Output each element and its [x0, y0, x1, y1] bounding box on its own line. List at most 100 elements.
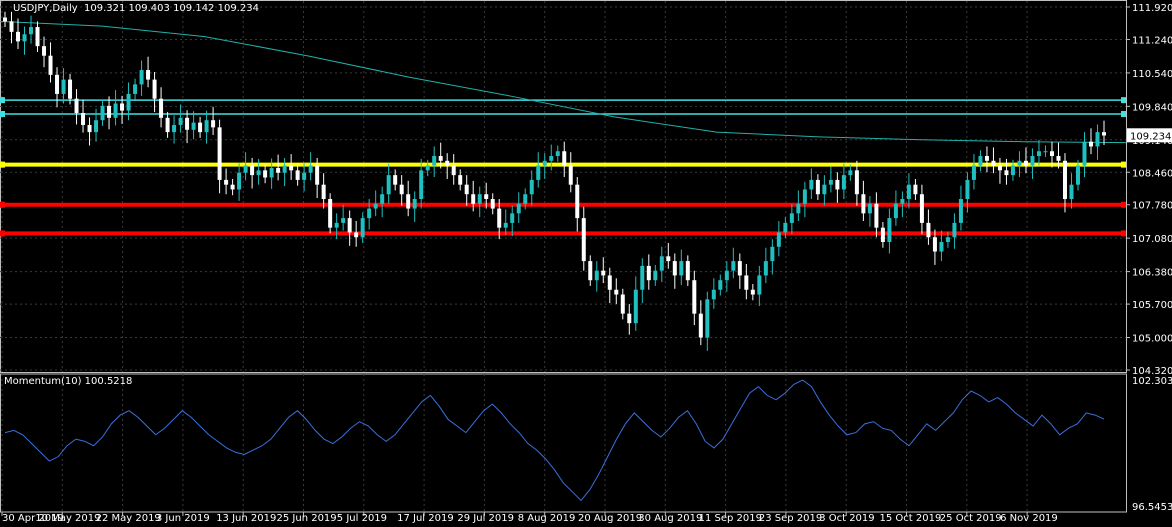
bull-candle — [542, 153, 547, 179]
bull-candle — [848, 164, 853, 181]
candle-body — [659, 256, 664, 271]
candle-body — [490, 199, 495, 209]
price-level-handle-left — [0, 97, 5, 104]
bear-candle — [919, 184, 924, 235]
candle-body — [880, 227, 885, 242]
candle-body — [211, 120, 216, 128]
candle-body — [731, 261, 736, 271]
bull-candle — [367, 199, 372, 230]
bull-candle — [796, 190, 801, 221]
bear-candle — [698, 300, 703, 346]
bull-candle — [978, 150, 983, 172]
candle-body — [991, 160, 996, 166]
bear-candle — [198, 116, 203, 138]
bull-candle — [659, 246, 664, 283]
candle-body — [581, 218, 586, 262]
bear-candle — [1062, 153, 1067, 213]
price-level-handle-right — [1121, 230, 1126, 237]
candle-body — [1023, 160, 1028, 166]
candle-body — [321, 184, 326, 200]
bull-candle — [360, 212, 365, 243]
bull-candle — [412, 191, 417, 222]
candle-body — [926, 222, 931, 238]
candle-body — [887, 218, 892, 242]
candle-body — [789, 213, 794, 223]
bull-candle — [100, 100, 105, 126]
candle-body — [256, 170, 261, 176]
candle-body — [965, 179, 970, 200]
candle-body — [640, 265, 645, 290]
candle-body — [815, 179, 820, 195]
bull-candle — [237, 163, 242, 201]
candle-body — [724, 270, 729, 281]
bear-candle — [575, 177, 580, 232]
candle-body — [679, 261, 684, 276]
candle-body — [692, 280, 697, 314]
bull-candle — [809, 168, 814, 200]
bear-candle — [120, 95, 125, 125]
candle-body — [113, 103, 118, 118]
bear-candle — [295, 164, 300, 186]
candle-body — [952, 222, 957, 238]
candle-body — [744, 275, 749, 290]
candle-body — [906, 184, 911, 200]
candle-body — [152, 79, 157, 99]
candle-body — [705, 299, 710, 338]
bull-candle — [1010, 159, 1015, 181]
candle-body — [672, 261, 677, 276]
candle-body — [770, 246, 775, 262]
x-tick-label: 8 Aug 2019 — [518, 513, 576, 524]
candle-body — [432, 156, 437, 166]
bull-candle — [718, 274, 723, 296]
candle-body — [74, 98, 79, 114]
momentum-path — [4, 379, 1105, 502]
bull-candle — [594, 261, 599, 292]
candle-body — [22, 34, 27, 42]
candle-body — [302, 172, 307, 180]
candle-body — [61, 79, 66, 94]
bull-candle — [243, 152, 248, 181]
candle-body — [874, 203, 879, 228]
candle-body — [269, 167, 274, 178]
candle-body — [347, 218, 352, 233]
bull-candle — [523, 188, 528, 210]
candle-body — [1062, 160, 1067, 200]
candle-body — [48, 55, 53, 75]
candle-body — [185, 117, 190, 130]
bull-candle — [549, 144, 554, 171]
bear-candle — [146, 56, 151, 88]
candle-body — [861, 194, 866, 214]
bull-candle — [432, 146, 437, 178]
bull-candle — [555, 145, 560, 162]
bull-candle — [1030, 148, 1035, 179]
bear-candle — [445, 153, 450, 179]
bull-candle — [841, 163, 846, 200]
candle-body — [471, 194, 476, 204]
candle-body — [35, 27, 40, 47]
y-tick-label: 105.000 — [1132, 334, 1172, 345]
bear-candle — [81, 99, 86, 133]
candle-body — [55, 74, 60, 94]
bull-candle — [822, 175, 827, 206]
bear-candle — [737, 253, 742, 289]
bull-candle — [705, 291, 710, 351]
candle-body — [529, 179, 534, 195]
bull-candle — [952, 213, 957, 249]
bear-candle — [744, 263, 749, 300]
candle-body — [685, 261, 690, 281]
candle-body — [224, 179, 229, 185]
bull-candle — [172, 115, 177, 144]
bear-candle — [1004, 158, 1009, 185]
candle-body — [646, 265, 651, 281]
candle-body — [757, 275, 762, 295]
bull-candle — [770, 239, 775, 275]
bear-candle — [666, 242, 671, 269]
bear-candle — [464, 175, 469, 206]
last-price-box — [1127, 128, 1172, 143]
bear-candle — [926, 209, 931, 245]
main-chart-ohlc: 109.321 109.403 109.142 109.234 — [84, 3, 259, 14]
candle-body — [9, 21, 14, 32]
bear-candle — [451, 154, 456, 185]
y-tick-label: 105.700 — [1132, 300, 1172, 311]
candle-body — [87, 124, 92, 133]
